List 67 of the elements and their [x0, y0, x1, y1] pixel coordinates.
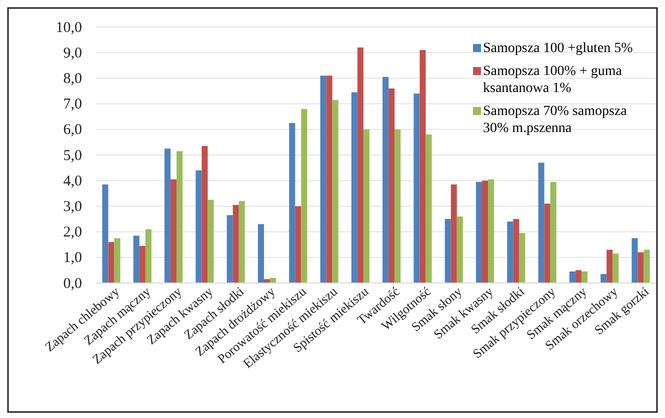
bar [208, 200, 214, 283]
bar [575, 270, 582, 283]
legend-label: Samopsza 70% samopsza 30% m.pszenna [483, 104, 628, 136]
bar [600, 274, 607, 283]
bar [382, 76, 389, 283]
y-tick-label: 4,0 [63, 173, 82, 190]
bar [538, 162, 544, 283]
bar [295, 206, 302, 283]
bar [238, 201, 245, 283]
bar [357, 47, 364, 283]
bar [513, 219, 520, 283]
y-tick-label: 9,0 [63, 45, 82, 62]
legend-label: Samopsza 100% + guma ksantanowa 1% [483, 64, 623, 96]
bar [507, 222, 514, 283]
bar [164, 148, 171, 283]
y-tick-label: 8,0 [63, 71, 82, 87]
bar [145, 229, 152, 283]
bar [482, 180, 488, 283]
y-tick-label: 1,0 [63, 250, 82, 266]
bar [444, 219, 451, 283]
bar [544, 204, 550, 283]
bar [569, 271, 576, 283]
bar [612, 254, 619, 283]
bar [476, 182, 482, 283]
bar [644, 250, 650, 283]
bar [581, 271, 588, 283]
bar [102, 184, 108, 283]
bar [519, 233, 526, 283]
bar [488, 179, 494, 283]
bar [202, 146, 208, 283]
bar [420, 50, 426, 283]
bar [394, 129, 401, 283]
bar [414, 94, 420, 283]
bar [632, 238, 638, 283]
bar [226, 215, 233, 283]
bar [550, 182, 556, 283]
bar [326, 76, 332, 283]
bar [114, 238, 120, 283]
bar [332, 100, 338, 283]
bar [232, 204, 239, 283]
bar [176, 151, 183, 283]
y-tick-label: 7,0 [63, 96, 82, 113]
bar [426, 134, 432, 283]
bar [108, 242, 114, 283]
legend-label: Samopsza 100 +gluten 5% [483, 41, 634, 56]
bar [638, 252, 644, 283]
y-tick-label: 0,0 [63, 276, 82, 292]
y-tick-label: 6,0 [63, 122, 82, 138]
bar [133, 236, 140, 283]
bar [258, 224, 264, 283]
bar [264, 279, 270, 283]
bar [456, 216, 463, 283]
bar [170, 179, 177, 283]
bar [606, 250, 613, 283]
y-tick-label: 5,0 [63, 148, 82, 164]
bar [289, 123, 296, 283]
y-tick-label: 10,0 [56, 20, 82, 36]
bar [320, 76, 326, 283]
bar [351, 92, 358, 283]
bar [301, 108, 308, 283]
bar [388, 88, 395, 283]
y-tick-label: 2,0 [63, 224, 82, 241]
bar [450, 184, 457, 283]
bar [363, 129, 370, 283]
y-tick-label: 3,0 [63, 199, 82, 215]
bar [196, 170, 202, 283]
bar [139, 246, 146, 283]
